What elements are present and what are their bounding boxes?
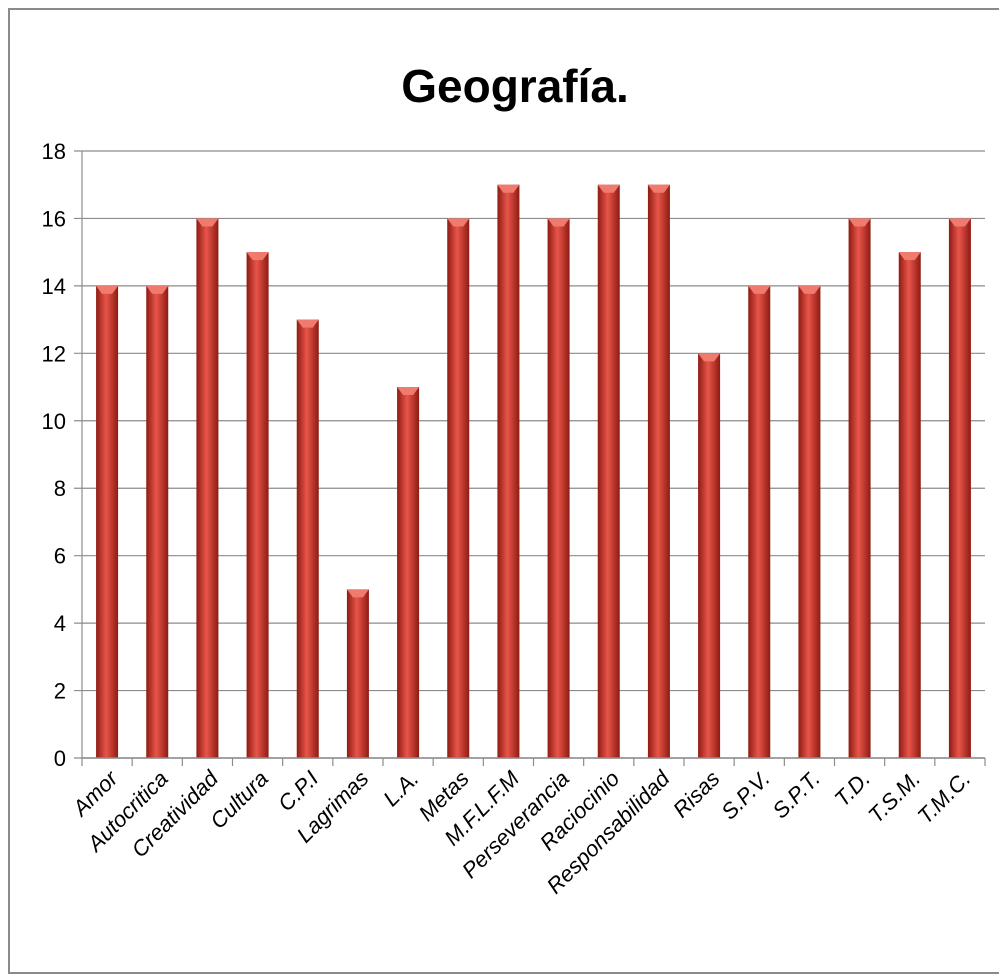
bar [597,184,620,758]
gridlines [74,150,985,759]
bar [447,218,470,758]
bar [196,218,219,758]
bar-cap [647,184,670,193]
bar-cap [346,589,369,598]
bar-body [497,184,520,758]
x-category-label: Risas [668,766,725,823]
y-tick-label: 8 [54,476,66,501]
y-tick-label: 10 [42,409,66,434]
bar [397,387,420,758]
y-tick-label: 4 [54,611,66,636]
y-tick-label: 14 [42,274,66,299]
bar [748,285,771,758]
bar-body [547,218,570,758]
bar-cap [597,184,620,193]
x-category-label: T.M.C. [913,766,976,829]
y-tick-label: 18 [42,139,66,164]
bars [96,184,971,758]
bar-cap [296,319,319,328]
bar [146,285,169,758]
bar [96,285,119,758]
bar-body [296,319,319,758]
bar-cap [948,218,971,227]
bar-body [698,353,721,758]
bar-body [447,218,470,758]
bar-body [597,184,620,758]
bar-body [146,285,169,758]
bar [647,184,670,758]
bar [798,285,821,758]
bar-cap [848,218,871,227]
bar [848,218,871,758]
bar-cap [246,252,269,261]
x-category-label: S.P.V. [716,766,775,825]
bar-body [948,218,971,758]
x-axis [81,151,986,766]
y-tick-label: 12 [42,341,66,366]
bar-cap [196,218,219,227]
y-tick-label: 2 [54,679,66,704]
bar-cap [698,353,721,362]
bar-cap [898,252,921,261]
bar-cap [748,285,771,294]
bar-cap [798,285,821,294]
chart-frame: Geografía. 0 2 4 6 8 10 12 14 16 18 Amor Autocriti… [8,8,999,974]
bar-body [748,285,771,758]
bar [547,218,570,758]
bar-body [798,285,821,758]
bar-body [647,184,670,758]
bar-body [898,252,921,758]
bar-body [196,218,219,758]
bar-body [96,285,119,758]
bar-body [397,387,420,758]
bar-chart: Geografía. 0 2 4 6 8 10 12 14 16 18 AmorAutocriti… [42,60,986,899]
bar-cap [447,218,470,227]
bar [698,353,721,758]
chart-title: Geografía. [401,60,629,112]
bar-body [246,252,269,758]
x-category-label: Cultura [205,766,273,834]
bar [346,589,369,758]
bar-cap [146,285,169,294]
bar [948,218,971,758]
bar [296,319,319,758]
y-tick-label: 16 [42,206,66,231]
x-category-label: T.S.M. [863,766,925,828]
y-axis-ticks: 0 2 4 6 8 10 12 14 16 18 [42,139,66,771]
x-category-label: S.P.T. [767,766,824,823]
bar-cap [547,218,570,227]
bar-cap [497,184,520,193]
y-tick-label: 6 [54,544,66,569]
bar [246,252,269,758]
bar-cap [397,387,420,396]
y-tick-label: 0 [54,746,66,771]
bar [497,184,520,758]
bar [898,252,921,758]
bar-body [848,218,871,758]
bar-cap [96,285,119,294]
bar-body [346,589,369,758]
